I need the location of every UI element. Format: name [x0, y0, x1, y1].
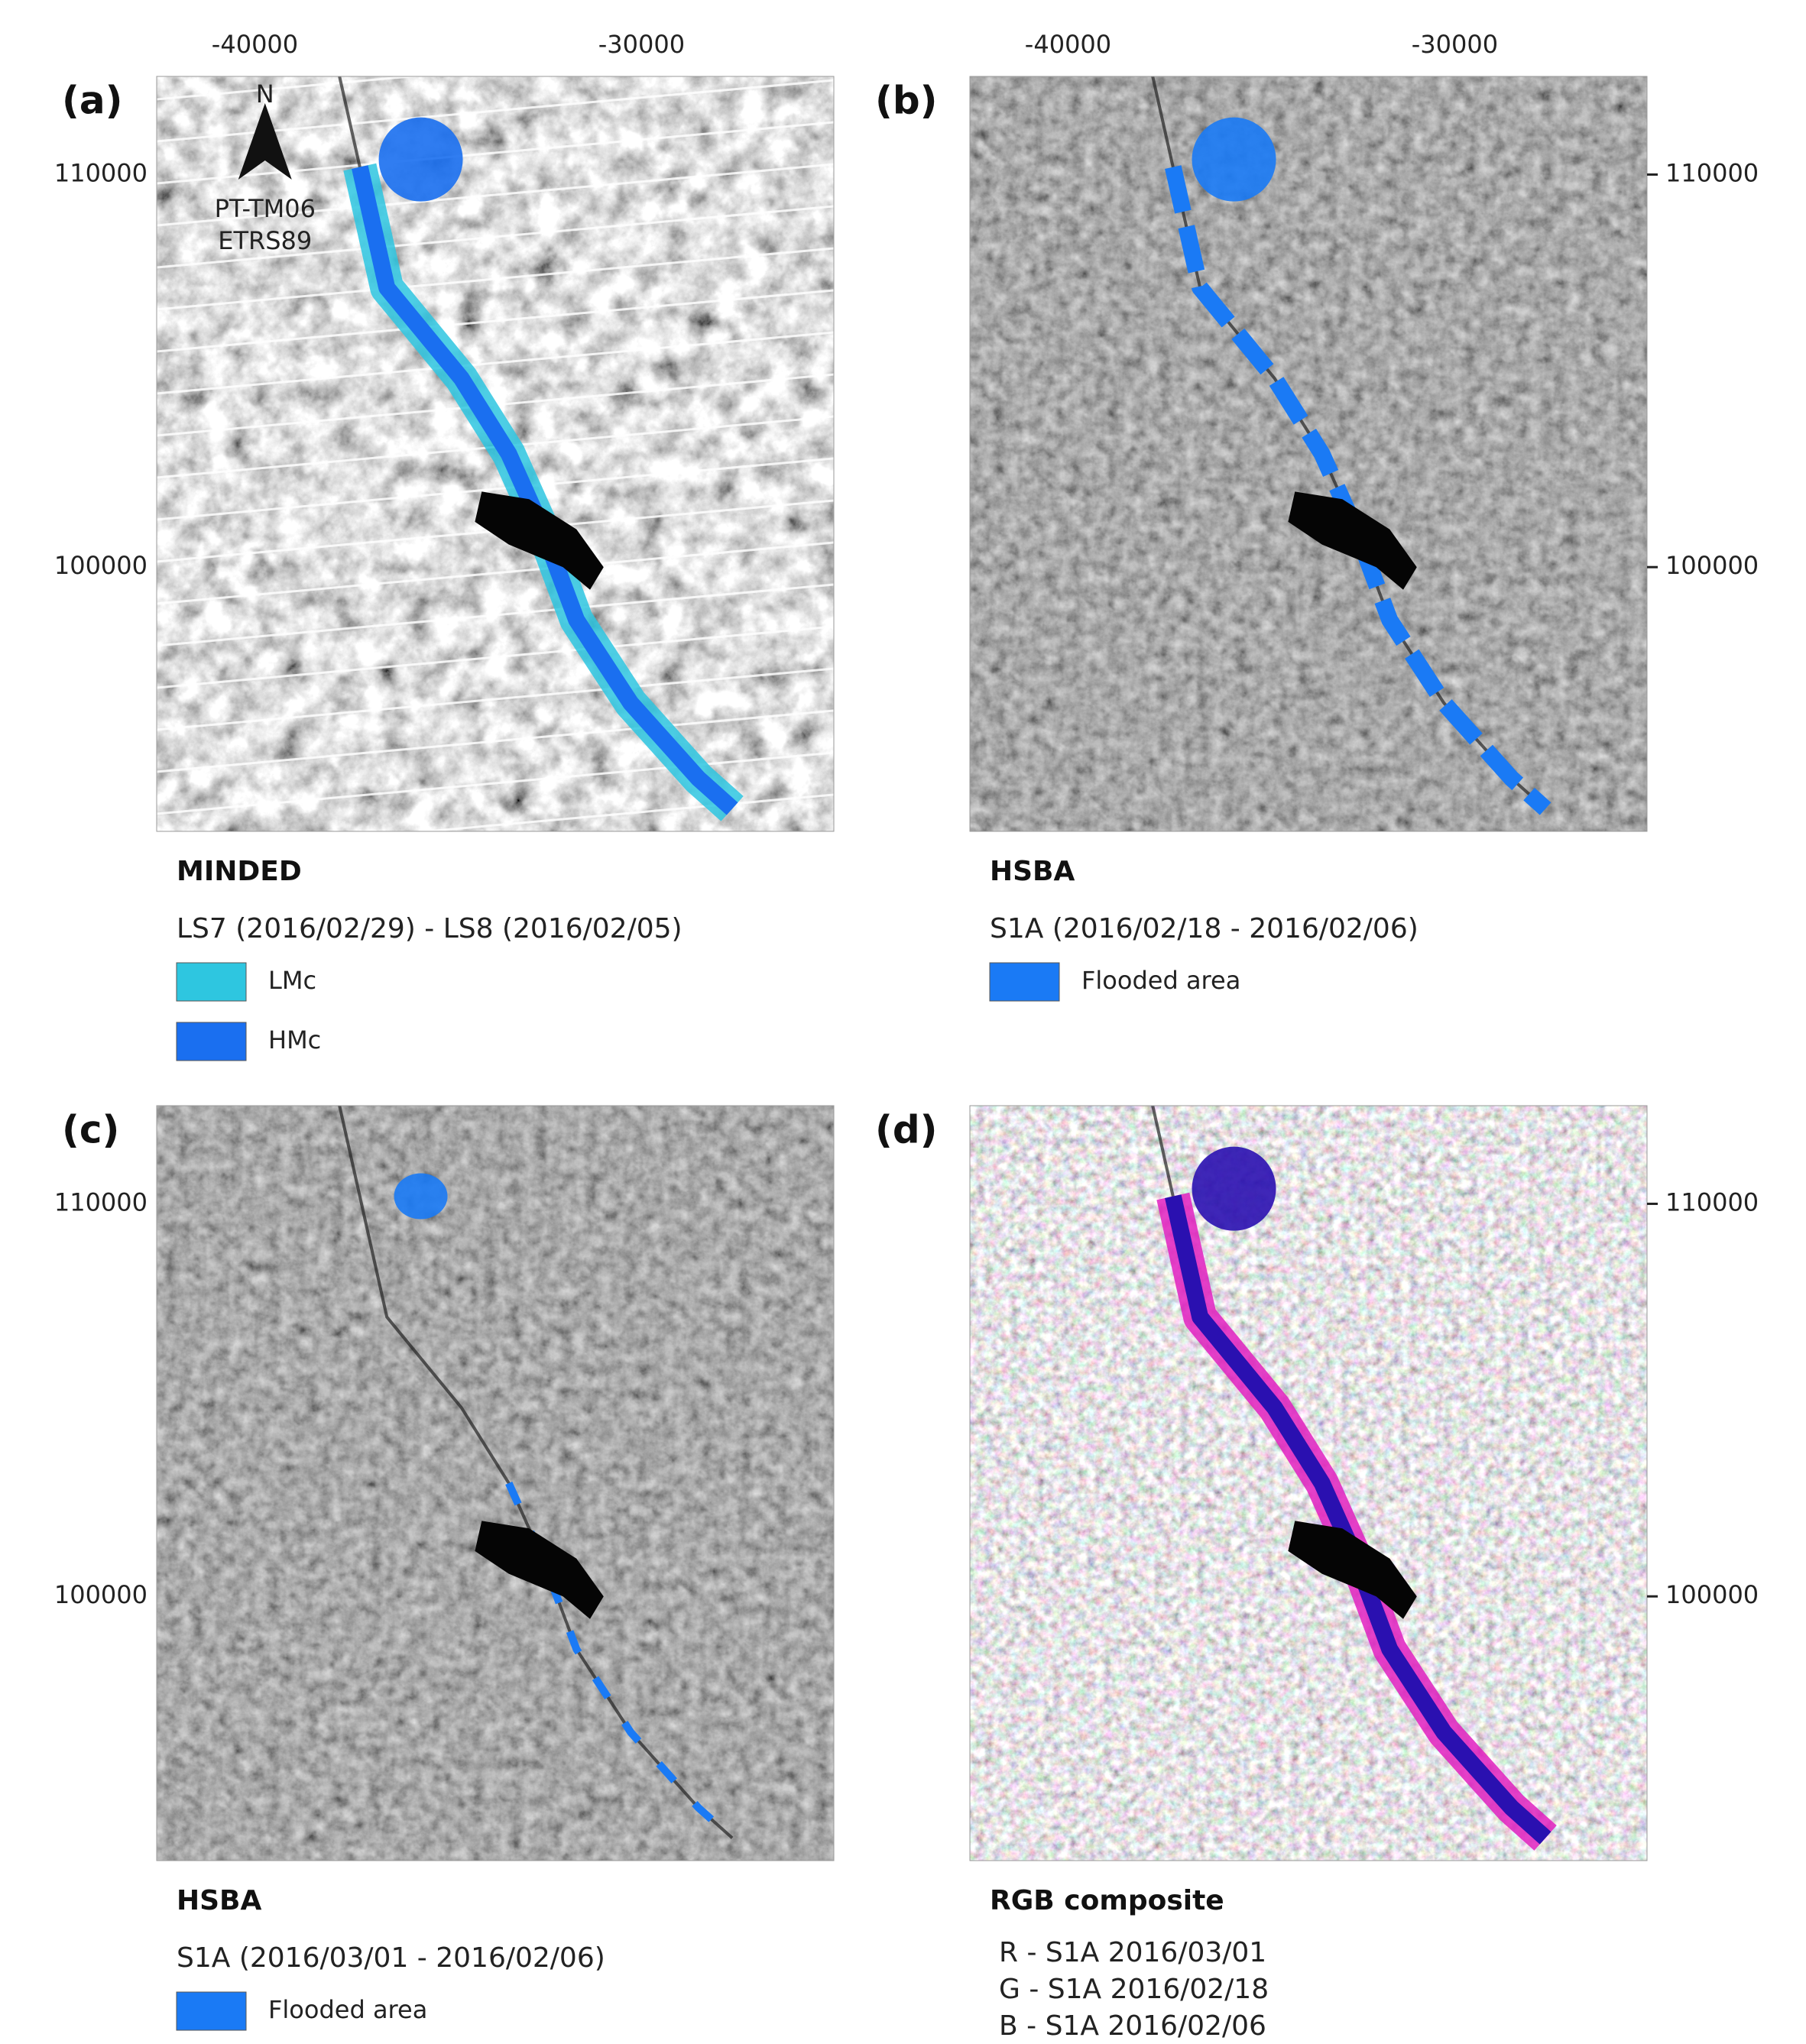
reservoir	[475, 1521, 604, 1619]
legend-title: MINDED	[177, 856, 302, 887]
scan-gap	[156, 289, 835, 353]
scan-gap	[156, 541, 835, 605]
scan-gap	[156, 37, 835, 101]
scan-gap	[156, 625, 835, 689]
scan-gap	[156, 583, 835, 647]
reservoir	[1288, 1521, 1417, 1619]
flood-patch	[394, 1173, 448, 1220]
map-frame	[156, 76, 835, 832]
y-tick-label: 100000	[54, 1580, 148, 1609]
flood-patch	[378, 117, 463, 202]
flood-patch	[1192, 1146, 1276, 1231]
legend-subtitle: S1A (2016/03/01 - 2016/02/06)	[177, 1942, 605, 1974]
panel-label: (d)	[875, 1108, 938, 1152]
legend-swatch	[176, 962, 247, 1002]
legend-label: HMc	[268, 1025, 321, 1054]
map-texture	[970, 76, 1647, 831]
legend-label: LMc	[268, 966, 316, 995]
panel-label: (c)	[62, 1108, 119, 1152]
x-tick-label: -30000	[1412, 30, 1498, 59]
flood-patch	[1192, 117, 1276, 202]
reservoir	[1288, 491, 1417, 590]
scan-gap	[156, 835, 835, 899]
legend-label: Flooded area	[268, 1995, 427, 2024]
map-frame	[969, 1105, 1648, 1861]
legend-line: R - S1A 2016/03/01	[999, 1937, 1266, 1968]
scan-gap	[156, 751, 835, 815]
legend-swatch	[989, 962, 1060, 1002]
scan-gap	[156, 457, 835, 521]
crs-label: ETRS89	[218, 226, 312, 255]
legend-subtitle: LS7 (2016/02/29) - LS8 (2016/02/05)	[177, 913, 683, 944]
scan-gap	[156, 163, 835, 227]
north-label: N	[256, 79, 274, 109]
y-tick-label: 110000	[54, 158, 148, 187]
legend-swatch	[176, 1991, 247, 2031]
crs-label: PT-TM06	[215, 194, 316, 223]
scan-gap	[156, 709, 835, 773]
legend-title: HSBA	[990, 856, 1075, 887]
legend-title: RGB composite	[990, 1885, 1224, 1916]
scan-gap	[156, 121, 835, 185]
legend-title: HSBA	[177, 1885, 261, 1916]
legend-line: G - S1A 2016/02/18	[999, 1974, 1269, 2005]
map-frame	[156, 1105, 835, 1861]
reservoir	[475, 491, 604, 590]
panel-label: (b)	[875, 79, 938, 123]
x-tick-label: -40000	[1025, 30, 1111, 59]
scan-gap	[156, 247, 835, 311]
map-frame	[969, 76, 1648, 832]
legend-subtitle: S1A (2016/02/18 - 2016/02/06)	[990, 913, 1419, 944]
y-tick-label: 100000	[1665, 1580, 1759, 1609]
legend-line: B - S1A 2016/02/06	[999, 2010, 1266, 2042]
y-tick-label: 100000	[54, 551, 148, 580]
map-texture	[157, 1106, 834, 1861]
x-tick-label: -40000	[212, 30, 298, 59]
north-arrow	[238, 103, 292, 180]
flood-high	[1165, 165, 1551, 815]
y-tick-label: 110000	[1665, 1187, 1759, 1216]
y-tick-label: 110000	[54, 1187, 148, 1216]
panel-label: (a)	[62, 79, 122, 123]
scan-gap	[156, 667, 835, 731]
scan-gap	[156, 331, 835, 395]
legend-label: Flooded area	[1081, 966, 1240, 995]
x-tick-label: -30000	[598, 30, 685, 59]
y-tick-label: 100000	[1665, 551, 1759, 580]
y-tick-label: 110000	[1665, 158, 1759, 187]
legend-swatch	[176, 1022, 247, 1061]
scan-gap	[156, 205, 835, 269]
